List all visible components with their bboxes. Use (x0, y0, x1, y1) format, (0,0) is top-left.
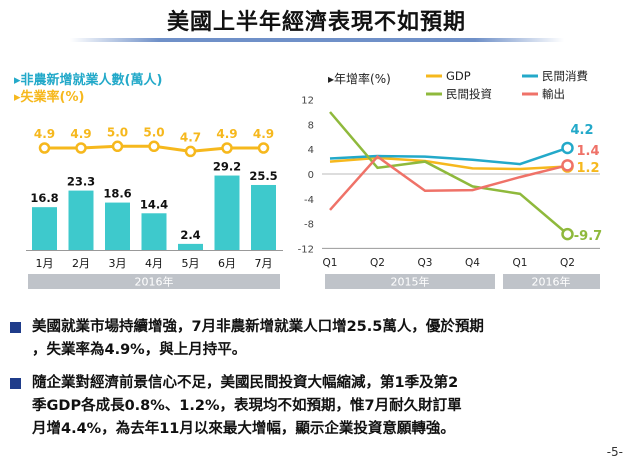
y-axis-title: ▸年增率(%) (328, 71, 391, 86)
end-value-label: 1.4 (576, 144, 599, 159)
year-label: 2015年 (391, 275, 430, 289)
year-band (28, 274, 280, 289)
series-line (329, 146, 568, 166)
charts-canvas: ▸非農新增就業人數(萬人)▸失業率(%) 16.8 1月 23.3 2月 18.6 3月 14… (14, 69, 602, 289)
unemployment-marker (111, 140, 124, 153)
bar-value-label: 16.8 (30, 191, 58, 205)
year-label: 2016年 (135, 275, 174, 289)
bar-value-label: 29.2 (213, 160, 241, 174)
unemployment-value-label: 4.9 (70, 127, 91, 141)
bullet-line: 季GDP各成長0.8%、1.2%，表現均不如預期，惟7月耐久財訂單 (32, 398, 462, 414)
legend-label: 民間消費 (542, 69, 588, 83)
x-tick-label: 4月 (145, 257, 163, 270)
x-tick-label: 7月 (255, 257, 273, 270)
payroll-bar (68, 190, 94, 250)
end-value-label: 1.2 (576, 161, 599, 176)
bullet-line: 美國就業市場持續增強，7月非農新增就業人口增25.5萬人，優於預期 (32, 319, 484, 335)
legend-unemployment: ▸失業率(%) (14, 89, 84, 105)
payroll-bar (251, 184, 276, 250)
unemployment-marker (75, 142, 87, 154)
page-number: -5- (606, 445, 623, 459)
unemployment-marker (38, 142, 51, 154)
legend-label: 民間投資 (446, 87, 492, 101)
bullet-square-icon (10, 378, 21, 389)
bar-value-label: 23.3 (67, 175, 95, 189)
unemployment-value-label: 4.9 (216, 127, 237, 141)
x-tick-label: Q3 (418, 257, 433, 269)
legend-label: 輸出 (542, 87, 565, 101)
legend-label: GDP (446, 69, 471, 83)
bullet-line: 隨企業對經濟前景信心不足，美國民間投資大幅縮減，第1季及第2 (32, 375, 459, 391)
year-band (503, 274, 600, 289)
x-tick-label: 1月 (36, 257, 54, 270)
payroll-bar (105, 202, 130, 250)
y-tick-label: 12 (301, 96, 314, 107)
y-tick-label: -4 (304, 195, 314, 206)
payroll-bar (214, 175, 240, 250)
x-tick-label: Q1 (323, 257, 338, 269)
bar-value-label: 18.6 (103, 187, 131, 201)
x-tick-label: 5月 (182, 257, 200, 270)
series-line (329, 154, 568, 211)
unemployment-value-label: 4.9 (253, 127, 274, 141)
bullet-line: ，失業率為4.9%，與上月持平。 (32, 342, 247, 358)
series-end-marker (561, 227, 574, 241)
x-tick-label: Q2 (560, 257, 575, 269)
year-band (325, 274, 495, 289)
bullet-list: 美國就業市場持續增強，7月非農新增就業人口增25.5萬人，優於預期 ，失業率為4… (8, 316, 618, 451)
series-line (329, 111, 569, 236)
bullet-square-icon (10, 322, 21, 333)
unemployment-value-label: 4.7 (180, 130, 201, 144)
bar-value-label: 25.5 (249, 169, 277, 183)
end-value-label: 4.2 (570, 123, 593, 138)
x-tick-label: Q1 (513, 257, 528, 269)
unemployment-marker (184, 145, 197, 158)
payroll-bar (141, 213, 167, 250)
unemployment-value-label: 4.9 (34, 127, 55, 141)
x-tick-label: Q2 (370, 257, 385, 269)
unemployment-value-label: 5.0 (143, 125, 164, 139)
x-tick-label: 6月 (218, 257, 236, 270)
bullet-line: 月增4.4%，為去年11月以來最大增幅，顯示企業投資意願轉強。 (32, 421, 455, 437)
bullet-item-employment: 美國就業市場持續增強，7月非農新增就業人口增25.5萬人，優於預期 ，失業率為4… (8, 316, 618, 362)
page-title: 美國上半年經濟表現不如預期 (166, 10, 466, 35)
unemployment-marker (148, 140, 160, 153)
y-tick-label: 4 (308, 145, 314, 156)
bar-value-label: 14.4 (140, 197, 168, 211)
title-divider (70, 38, 564, 42)
x-tick-label: Q4 (465, 257, 480, 269)
y-tick-label: -8 (304, 220, 314, 231)
unemployment-marker (257, 142, 270, 154)
y-tick-label: 8 (308, 120, 314, 131)
end-value-label: -9.7 (574, 229, 602, 244)
payroll-bar (178, 243, 203, 250)
payroll-bar (32, 207, 57, 250)
x-tick-label: 2月 (72, 257, 90, 270)
series-end-marker (561, 141, 574, 155)
bar-value-label: 2.4 (180, 228, 200, 242)
x-tick-label: 3月 (109, 257, 127, 270)
unemployment-value-label: 5.0 (107, 125, 128, 139)
y-tick-label: 0 (308, 170, 314, 181)
y-tick-label: -12 (298, 244, 314, 255)
year-label: 2016年 (532, 275, 571, 289)
series-end-marker (561, 159, 574, 172)
unemployment-marker (221, 142, 233, 154)
legend-payrolls: ▸非農新增就業人數(萬人) (14, 72, 162, 88)
bullet-item-investment: 隨企業對經濟前景信心不足，美國民間投資大幅縮減，第1季及第2 季GDP各成長0.… (8, 372, 618, 441)
